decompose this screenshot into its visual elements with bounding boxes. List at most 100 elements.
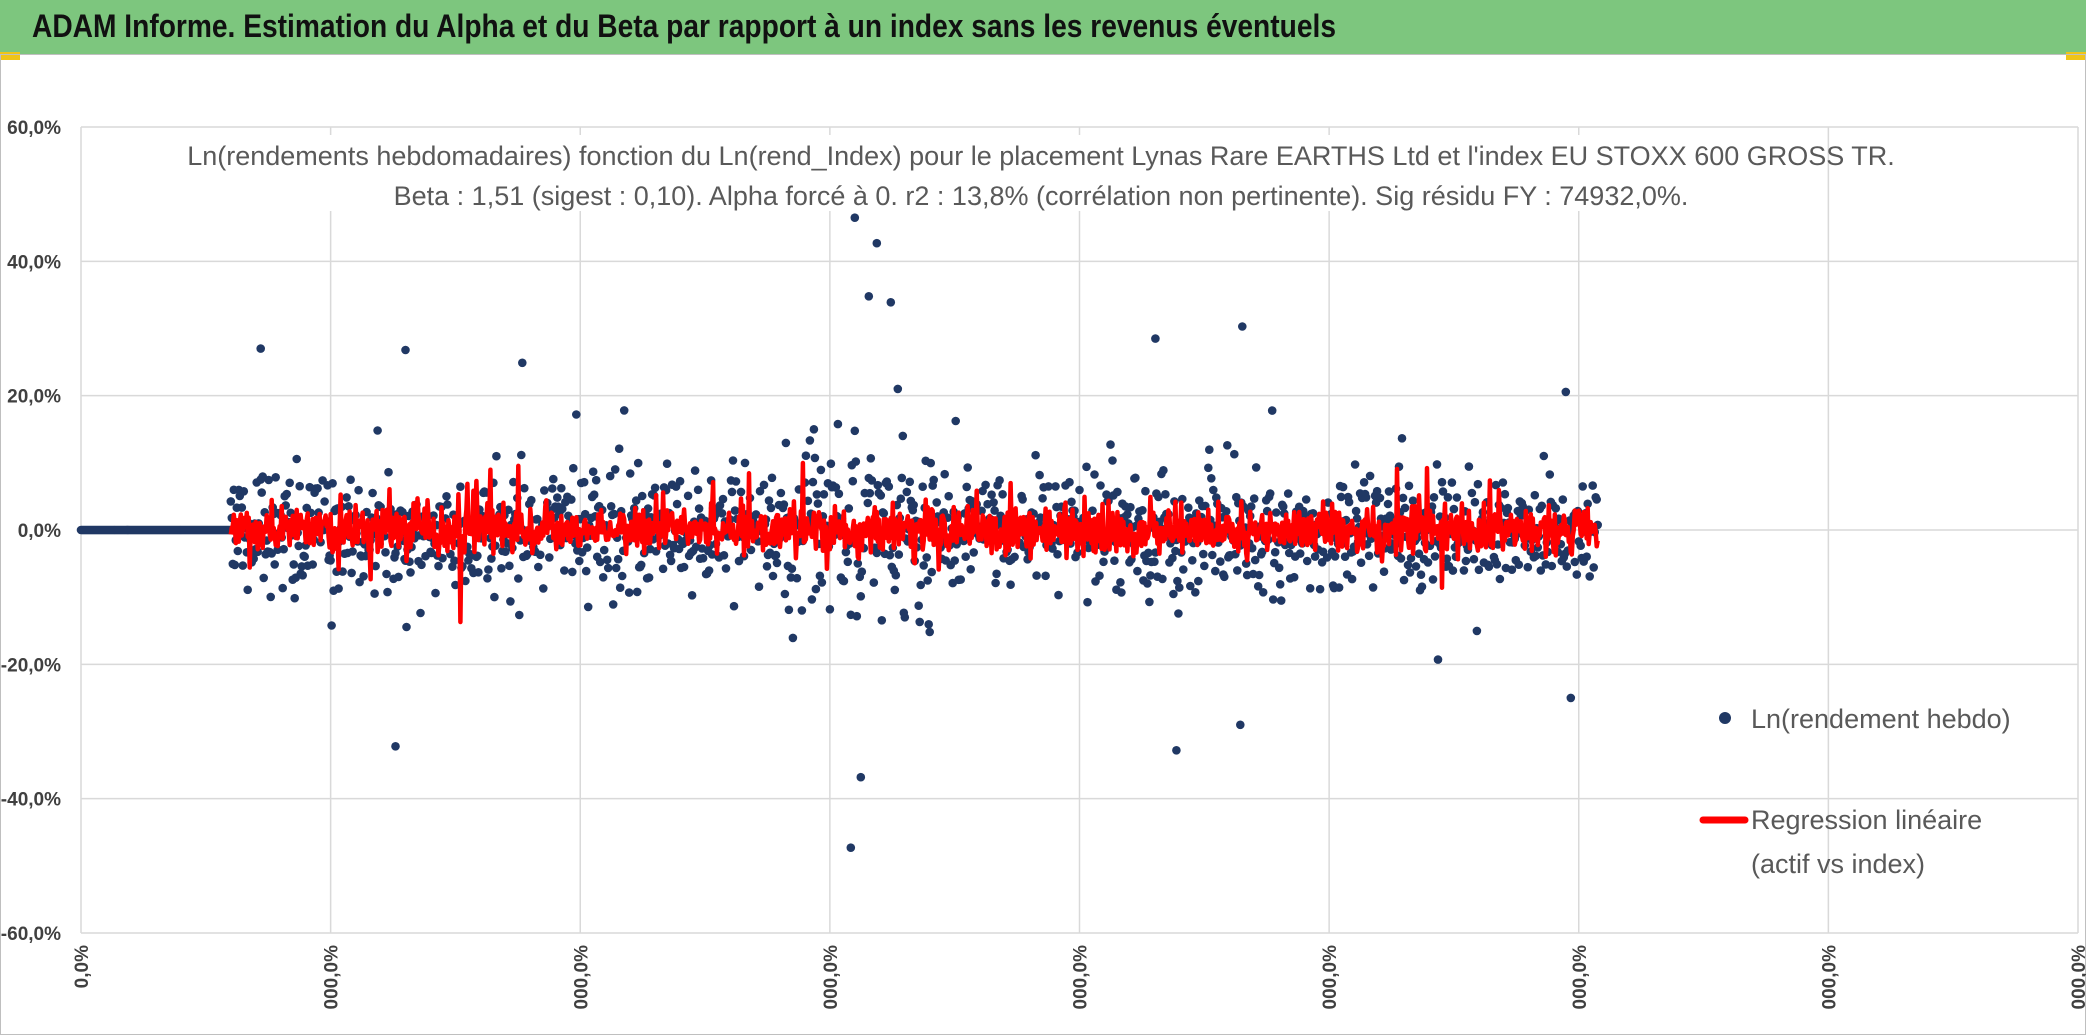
scatter-point: [1397, 434, 1407, 443]
scatter-point: [1338, 482, 1348, 492]
scatter-point: [533, 514, 542, 524]
scatter-point: [944, 491, 953, 501]
scatter-point: [1082, 462, 1091, 472]
scatter-point: [672, 499, 682, 509]
scatter-point: [819, 490, 829, 499]
scatter-point: [1205, 445, 1214, 455]
scatter-point: [589, 490, 599, 500]
scatter-point: [406, 568, 415, 577]
scatter-point: [1417, 582, 1427, 591]
scatter-point: [1200, 561, 1209, 571]
scatter-point: [966, 565, 975, 574]
scatter-point: [961, 552, 970, 561]
scatter-point: [239, 487, 249, 496]
scatter-point: [841, 547, 851, 557]
y-axis-ticks: 60,0% 40,0% 20,0% 0,0% -20,0% -40,0% -60,0%: [1, 118, 61, 945]
scatter-point: [927, 567, 936, 577]
scatter-point: [754, 582, 764, 591]
scatter-point: [987, 490, 996, 500]
scatter-point: [334, 584, 343, 593]
scatter-point: [801, 451, 811, 461]
scatter-point: [582, 543, 592, 552]
x-axis-ticks: 0,0% 000,0% 000,0% 000,0% 000,0% 000,0% 000,0%…: [72, 945, 2086, 1010]
scatter-point: [282, 489, 292, 499]
scatter-point: [1398, 493, 1408, 503]
scatter-point: [591, 475, 601, 485]
scatter-point: [1238, 322, 1247, 331]
scatter-point: [506, 597, 515, 606]
scatter-point: [300, 552, 310, 561]
scatter-point: [812, 490, 822, 499]
scatter-point: [1161, 490, 1170, 499]
scatter-point: [308, 560, 318, 569]
y-tick-label: -60,0%: [1, 924, 61, 945]
corner-accent-left: [0, 52, 20, 60]
chart-legend: Ln(rendement hebdo) Regression linéaire …: [1699, 704, 2011, 879]
scatter-point: [1364, 551, 1374, 561]
scatter-point: [346, 475, 355, 485]
scatter-point: [1150, 557, 1159, 566]
scatter-point: [891, 570, 901, 580]
scatter-point: [864, 292, 874, 301]
scatter-point: [1592, 495, 1601, 504]
scatter-point: [810, 453, 820, 463]
scatter-point: [1038, 494, 1047, 503]
scatter-point: [327, 621, 336, 630]
scatter-point: [1096, 481, 1105, 490]
scatter-point: [1035, 470, 1044, 480]
scatter-point: [313, 484, 322, 493]
scatter-point: [285, 478, 295, 488]
scatter-point: [1351, 506, 1361, 516]
scatter-point: [1406, 553, 1416, 563]
scatter-point: [856, 772, 866, 782]
scatter-point: [264, 475, 274, 485]
scatter-point: [402, 622, 411, 632]
scatter-point: [1582, 552, 1591, 561]
scatter-point: [1495, 574, 1505, 584]
scatter-point: [501, 547, 510, 556]
scatter-point: [900, 613, 910, 622]
scatter-point: [1271, 508, 1281, 517]
scatter-point: [918, 482, 927, 492]
scatter-point: [813, 499, 823, 508]
scatter-point: [736, 487, 746, 497]
scatter-point: [1400, 503, 1410, 513]
scatter-point: [1270, 547, 1280, 557]
scatter-point: [560, 566, 569, 575]
x-tick-label: 000,0%: [1819, 945, 1840, 1010]
scatter-point: [1274, 563, 1284, 573]
scatter-point: [1018, 495, 1027, 504]
x-tick-label: 000,0%: [322, 945, 343, 1010]
scatter-point: [625, 469, 635, 478]
scatter-point: [1054, 590, 1063, 600]
scatter-point: [825, 605, 835, 614]
scatter-point: [347, 568, 356, 578]
scatter-point: [370, 589, 379, 598]
scatter-point: [1562, 562, 1572, 571]
scatter-point: [807, 595, 817, 604]
scatter-point: [1236, 720, 1245, 730]
scatter-point: [767, 473, 777, 483]
scatter-point: [1099, 557, 1108, 567]
scatter-point: [1116, 578, 1125, 587]
scatter-point: [1184, 503, 1193, 512]
scatter-point: [1404, 481, 1414, 491]
scatter-point: [704, 566, 714, 575]
scatter-point: [1347, 574, 1357, 584]
scatter-point: [384, 467, 393, 477]
scatter-point: [886, 298, 896, 307]
scatter-point: [1209, 485, 1218, 495]
scatter-point: [271, 473, 281, 482]
scatter-point: [391, 548, 400, 558]
scatter-point: [1352, 514, 1362, 523]
scatter-point: [548, 484, 557, 493]
scatter-point: [505, 561, 514, 571]
scatter-point: [1379, 567, 1389, 576]
scatter-point: [759, 480, 769, 490]
scatter-point: [615, 583, 625, 592]
scatter-point: [922, 553, 931, 562]
scatter-point: [731, 477, 741, 486]
scatter-point: [1551, 504, 1561, 513]
scatter-point: [1561, 387, 1571, 397]
scatter-point: [817, 578, 827, 587]
